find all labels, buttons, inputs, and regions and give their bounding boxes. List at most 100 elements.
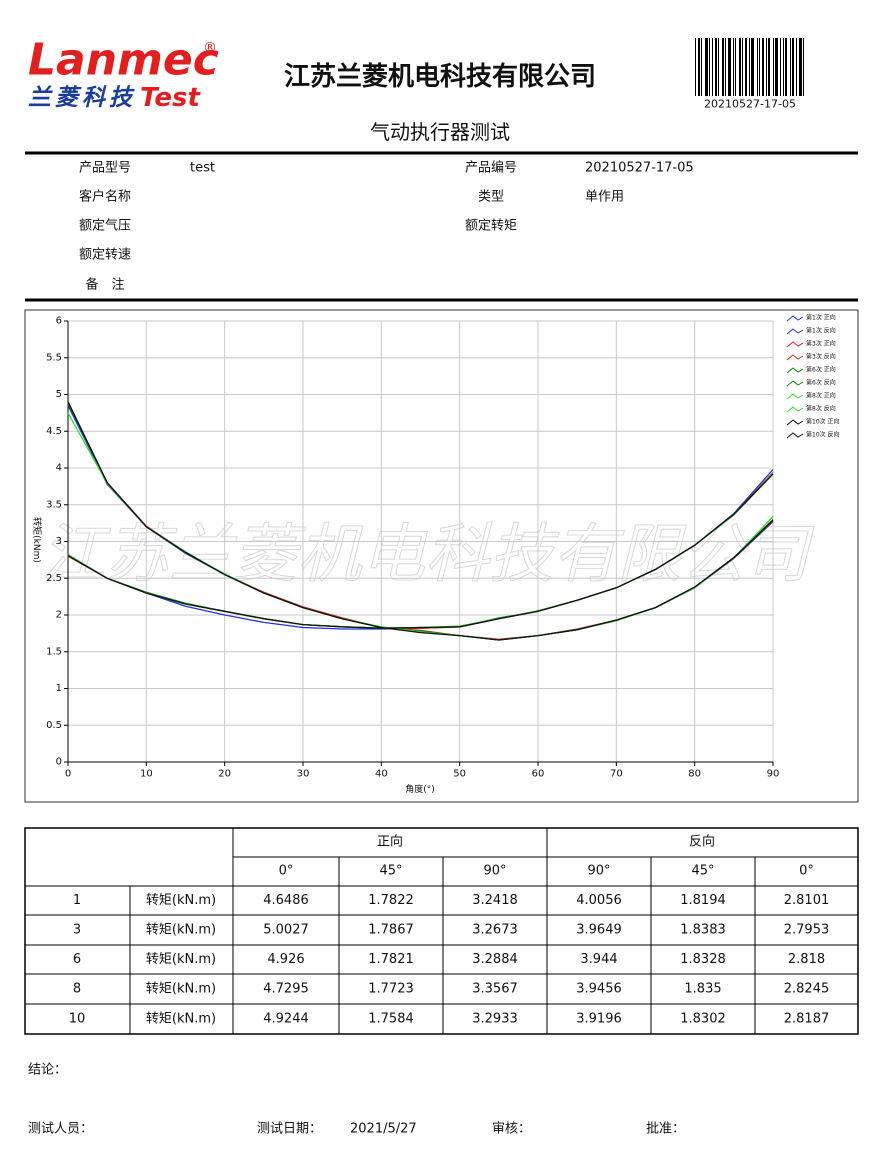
y-tick-label: 5 (56, 389, 62, 400)
approve-label: 批准： (646, 1122, 685, 1137)
barcode-bar (766, 38, 767, 96)
group-header: 反向 (689, 834, 715, 850)
barcode-bar (768, 38, 770, 96)
barcode-bar (803, 38, 804, 96)
y-tick-label: 6 (56, 316, 62, 327)
date-value: 2021/5/27 (350, 1122, 417, 1137)
logo-brand: Lanmec (28, 35, 219, 86)
y-tick-label: 4 (56, 463, 62, 474)
barcode-bar (762, 38, 764, 96)
field-label: 额定气压 (79, 218, 131, 234)
torque-value: 3.2884 (472, 952, 518, 967)
torque-value: 1.7821 (368, 952, 414, 967)
torque-value: 3.2673 (472, 923, 518, 938)
barcode-bar (783, 38, 784, 96)
torque-value: 4.7295 (263, 982, 309, 997)
barcode-bar (785, 38, 787, 96)
torque-value: 1.7867 (368, 923, 414, 938)
barcode-bar (709, 38, 710, 96)
series-line (67, 401, 774, 641)
y-tick-label: 3 (56, 536, 62, 547)
torque-value: 1.835 (684, 982, 721, 997)
torque-value: 1.8194 (680, 893, 726, 908)
legend-label: 第1次 正向 (806, 314, 836, 322)
barcode-bar (775, 38, 778, 96)
torque-value: 4.9244 (263, 1012, 309, 1027)
legend-swatch (786, 406, 804, 413)
field-label: 备 注 (85, 277, 124, 293)
field-label: 类型 (478, 190, 504, 205)
torque-value: 1.8328 (680, 952, 726, 967)
barcode-bar (739, 38, 741, 96)
torque-value: 3.3567 (472, 982, 518, 997)
barcode-bar (792, 38, 794, 96)
field-value: 20210527-17-05 (585, 161, 694, 176)
barcode-bar (773, 38, 774, 96)
run-number: 1 (73, 893, 81, 908)
angle-header: 90° (587, 864, 610, 879)
legend-swatch (786, 354, 804, 361)
torque-value: 4.0056 (576, 893, 622, 908)
torque-value: 2.8245 (784, 982, 830, 997)
field-value: test (190, 161, 215, 176)
legend-swatch (786, 380, 804, 387)
torque-value: 1.8383 (680, 923, 726, 938)
legend-label: 第1次 反向 (806, 327, 836, 335)
torque-value: 5.0027 (263, 923, 309, 938)
legend-swatch (786, 315, 804, 322)
y-tick-label: 0.5 (46, 720, 62, 731)
legend-label: 第3次 反向 (806, 353, 836, 361)
barcode-bar (749, 38, 750, 96)
legend-label: 第10次 反向 (806, 431, 840, 439)
barcode-bar (701, 38, 702, 96)
barcode-bar (705, 38, 708, 96)
conclusion-label: 结论： (28, 1063, 67, 1078)
unit-label: 转矩(kN.m) (146, 982, 216, 997)
y-tick-label: 1.5 (46, 646, 62, 657)
barcode-bar (728, 38, 731, 96)
barcode-bar (712, 38, 713, 96)
barcode-bar (722, 38, 724, 96)
run-number: 8 (73, 982, 81, 997)
x-axis-label: 角度(°) (405, 783, 435, 795)
y-tick-label: 2 (56, 610, 62, 621)
x-tick-label: 90 (767, 769, 780, 780)
torque-value: 3.9649 (576, 923, 622, 938)
barcode-bar (698, 38, 700, 96)
barcode-bar (757, 38, 758, 96)
legend-swatch (786, 367, 804, 374)
run-number: 10 (69, 1012, 86, 1027)
angle-header: 45° (691, 864, 714, 879)
legend-swatch (786, 341, 804, 348)
x-tick-label: 60 (532, 769, 545, 780)
angle-header: 45° (379, 864, 402, 879)
table-border (24, 827, 859, 1035)
logo-en: Test (140, 83, 201, 113)
barcode-bar (695, 38, 696, 96)
date-label: 测试日期： (257, 1122, 322, 1137)
unit-label: 转矩(kN.m) (146, 952, 216, 967)
torque-value: 3.9196 (576, 1012, 622, 1027)
barcode-bar (733, 38, 734, 96)
barcode-bar (759, 38, 760, 96)
legend-swatch (786, 328, 804, 335)
torque-value: 4.926 (267, 952, 304, 967)
torque-value: 2.818 (788, 952, 825, 967)
torque-value: 3.944 (580, 952, 617, 967)
barcode-bar (745, 38, 747, 96)
y-tick-label: 1 (56, 683, 62, 694)
angle-header: 0° (279, 864, 294, 879)
barcode-bar (796, 38, 797, 96)
field-label: 产品型号 (79, 161, 131, 176)
x-tick-label: 40 (375, 769, 388, 780)
x-tick-label: 80 (688, 769, 701, 780)
x-tick-label: 10 (140, 769, 153, 780)
legend-label: 第10次 正向 (806, 418, 840, 426)
unit-label: 转矩(kN.m) (146, 893, 216, 908)
y-tick-label: 5.5 (46, 352, 62, 363)
chart-frame (24, 309, 859, 803)
field-label: 产品编号 (465, 161, 517, 176)
tester-label: 测试人员： (28, 1122, 93, 1137)
barcode-bar (715, 38, 717, 96)
torque-value: 1.7584 (368, 1012, 414, 1027)
